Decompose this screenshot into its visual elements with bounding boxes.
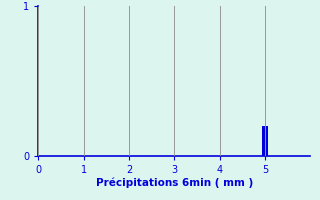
Bar	[262, 126, 268, 156]
X-axis label: Précipitations 6min ( mm ): Précipitations 6min ( mm )	[96, 178, 253, 188]
